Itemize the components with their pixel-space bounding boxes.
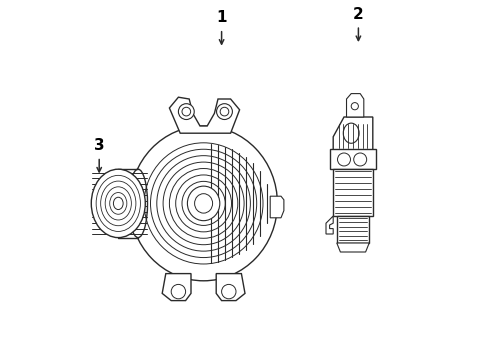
Ellipse shape (91, 169, 145, 238)
Text: 2: 2 (353, 6, 364, 22)
Ellipse shape (187, 186, 220, 221)
Polygon shape (346, 94, 364, 117)
Ellipse shape (171, 284, 186, 299)
Polygon shape (170, 97, 240, 133)
Polygon shape (330, 149, 376, 169)
Ellipse shape (343, 123, 359, 143)
Ellipse shape (129, 169, 147, 238)
Text: 3: 3 (94, 138, 104, 153)
Ellipse shape (220, 107, 229, 116)
Ellipse shape (137, 133, 270, 274)
Polygon shape (270, 196, 284, 218)
Ellipse shape (182, 107, 191, 116)
Ellipse shape (354, 153, 367, 166)
Polygon shape (337, 216, 369, 243)
Ellipse shape (221, 284, 236, 299)
Ellipse shape (338, 153, 350, 166)
Polygon shape (333, 117, 373, 151)
Ellipse shape (113, 197, 123, 210)
Polygon shape (337, 243, 369, 252)
Ellipse shape (178, 104, 194, 120)
Polygon shape (326, 216, 333, 234)
Ellipse shape (351, 103, 358, 110)
Ellipse shape (217, 104, 232, 120)
Ellipse shape (130, 126, 277, 281)
Ellipse shape (133, 130, 274, 277)
Polygon shape (162, 274, 191, 301)
Polygon shape (333, 169, 373, 216)
Polygon shape (216, 274, 245, 301)
Text: 1: 1 (217, 10, 227, 25)
Ellipse shape (195, 194, 213, 213)
